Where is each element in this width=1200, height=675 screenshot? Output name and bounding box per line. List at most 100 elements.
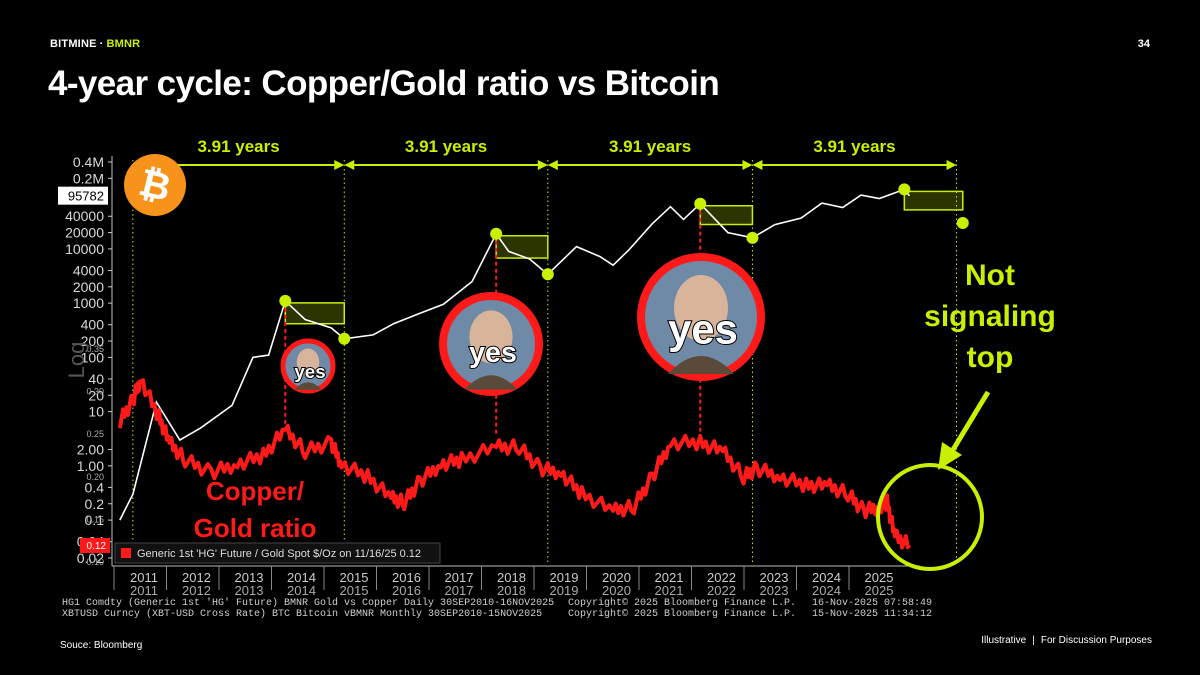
x-tick-label-shadow: 2011 bbox=[130, 583, 158, 598]
trough-dot bbox=[956, 217, 969, 230]
timestamp-line: 15-Nov-2025 11:34:12 bbox=[812, 609, 932, 620]
x-tick-label: 2012 bbox=[182, 570, 211, 585]
x-tick-label: 2011 bbox=[130, 570, 158, 585]
brand-header: BITMINE · BMNR bbox=[50, 38, 140, 50]
bitcoin-price-line bbox=[119, 188, 911, 521]
btc-axis-tick-label: 0.2 bbox=[85, 496, 105, 512]
yes-label: yes bbox=[294, 361, 325, 382]
x-tick-label: 2013 bbox=[235, 570, 264, 585]
annotation-circle bbox=[876, 463, 984, 571]
btc-axis-tick-label: 40 bbox=[88, 371, 104, 387]
source-line: HG1 Comdty (Generic 1st 'HG' Future) BMN… bbox=[62, 597, 554, 609]
btc-axis-tick-label: 0.2M bbox=[73, 170, 104, 186]
avatar-face bbox=[469, 310, 513, 364]
peak-dot bbox=[490, 227, 503, 240]
ratio-current-value: 0.12 bbox=[87, 541, 107, 552]
ratio-axis-tick-label: 0.35 bbox=[86, 344, 104, 354]
peak-zone-box bbox=[699, 204, 754, 226]
cycle-arrow-head-left bbox=[752, 160, 763, 170]
legend-text: Generic 1st 'HG' Future / Gold Spot $/Oz… bbox=[137, 548, 421, 560]
x-tick-label: 2014 bbox=[287, 570, 316, 585]
legend-box bbox=[114, 542, 441, 564]
yes-label: yes bbox=[469, 337, 517, 369]
btc-axis-tick-label: 1000 bbox=[73, 295, 104, 311]
ratio-value-tag bbox=[80, 537, 110, 553]
x-tick-label-shadow: 2012 bbox=[182, 583, 211, 598]
cycle-arrow-head-right bbox=[334, 160, 345, 170]
cycle-arrow-head-left bbox=[547, 160, 558, 170]
x-tick-label: 2015 bbox=[340, 570, 369, 585]
avatar-face bbox=[674, 275, 728, 341]
btc-axis-tick-label: 20 bbox=[88, 387, 104, 403]
page-number: 34 bbox=[1137, 38, 1150, 50]
annotation-line: top bbox=[967, 341, 1014, 374]
btc-axis-tick-label: 200 bbox=[81, 333, 105, 349]
trough-dot bbox=[541, 268, 554, 281]
x-tick-label-shadow: 2023 bbox=[760, 583, 789, 598]
peak-zone-box bbox=[903, 190, 964, 211]
source-line: XBTUSD Curncy (XBT-USD Cross Rate) BTC B… bbox=[62, 608, 542, 620]
copyright-line: Copyright© 2025 Bloomberg Finance L.P. bbox=[568, 597, 796, 609]
source-note: Souce: Bloomberg bbox=[60, 640, 143, 651]
x-tick-label: 2021 bbox=[655, 570, 684, 585]
annotation-line: signaling bbox=[924, 300, 1056, 333]
footer-divider: | bbox=[1032, 635, 1035, 646]
cycle-label: 3.91 years bbox=[405, 137, 487, 156]
annotation-arrow-shaft bbox=[945, 390, 991, 460]
x-tick-label: 2020 bbox=[602, 570, 631, 585]
x-tick-label-shadow: 2016 bbox=[392, 583, 421, 598]
btc-axis-tick-label: 10000 bbox=[65, 241, 104, 257]
peak-dot bbox=[694, 197, 707, 210]
x-tick-label-shadow: 2015 bbox=[340, 583, 369, 598]
peak-dot bbox=[279, 294, 292, 307]
cycle-label: 3.91 years bbox=[813, 137, 895, 156]
annotation-arrow-head bbox=[938, 442, 962, 470]
x-tick-label: 2018 bbox=[497, 570, 526, 585]
x-tick-label-shadow: 2013 bbox=[235, 583, 264, 598]
x-tick-label-shadow: 2024 bbox=[812, 583, 841, 598]
btc-axis-tick-label: 0.4 bbox=[85, 479, 105, 495]
legend-swatch bbox=[121, 548, 131, 558]
avatar-face bbox=[296, 348, 320, 376]
bitcoin-logo bbox=[124, 154, 186, 216]
x-tick-label-shadow: 2025 bbox=[865, 583, 894, 598]
x-tick-label: 2016 bbox=[392, 570, 421, 585]
x-tick-label: 2025 bbox=[865, 570, 894, 585]
ratio-axis-tick-label: 0.15 bbox=[86, 514, 104, 524]
avatar-shoulders bbox=[464, 375, 518, 390]
btc-axis-tick-label: 0.4M bbox=[73, 154, 104, 170]
btc-axis-tick-label: 40000 bbox=[65, 208, 104, 224]
brand-separator: · bbox=[99, 38, 104, 50]
footer-disclaimer: Illustrative | For Discussion Purposes bbox=[981, 635, 1152, 646]
ratio-axis-tick-label: 0.25 bbox=[86, 429, 104, 439]
illustrative-note: Illustrative bbox=[981, 635, 1027, 646]
x-tick-label-shadow: 2018 bbox=[497, 583, 526, 598]
brand-ticker: BMNR bbox=[106, 38, 141, 50]
peak-zone-box bbox=[495, 235, 549, 259]
cycle-arrow-head-right bbox=[742, 160, 753, 170]
peak-dot bbox=[898, 183, 911, 196]
btc-axis-tick-label: 4000 bbox=[73, 262, 104, 278]
x-tick-label: 2024 bbox=[812, 570, 841, 585]
series-label-line1: Copper/ bbox=[206, 476, 304, 506]
cycle-arrow-head-right bbox=[537, 160, 548, 170]
cycle-label: 3.91 years bbox=[609, 137, 691, 156]
series-label-line2: Gold ratio bbox=[194, 513, 317, 543]
btc-axis-tick-label: 100 bbox=[81, 349, 105, 365]
btc-axis-tick-label: 10 bbox=[88, 404, 104, 420]
ratio-axis-tick-label: 0.20 bbox=[86, 472, 104, 482]
btc-axis-tick-label: 0.02 bbox=[77, 550, 104, 566]
btc-axis-tick-label: 2000 bbox=[73, 279, 104, 295]
x-tick-label-shadow: 2021 bbox=[655, 583, 684, 598]
brand-name: BITMINE bbox=[50, 38, 97, 50]
trough-dot bbox=[338, 332, 351, 345]
peak-zone-box bbox=[284, 302, 346, 325]
x-tick-label-shadow: 2022 bbox=[707, 583, 736, 598]
cycle-arrow-head-right bbox=[946, 160, 957, 170]
avatar-shoulders bbox=[294, 382, 322, 390]
x-tick-label-shadow: 2019 bbox=[550, 583, 579, 598]
ratio-axis-tick-label: 0.30 bbox=[86, 387, 104, 397]
yes-label: yes bbox=[668, 306, 738, 353]
btc-axis-tick-label: 1.00 bbox=[77, 458, 104, 474]
